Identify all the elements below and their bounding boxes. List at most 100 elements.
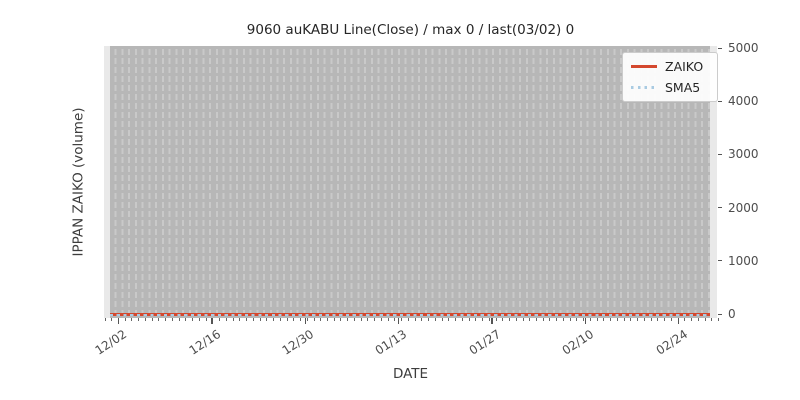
x-minor-tick-mark bbox=[603, 318, 605, 321]
x-minor-tick-mark bbox=[583, 318, 585, 321]
x-minor-tick-mark bbox=[286, 318, 288, 321]
legend-item-sma5: SMA5 bbox=[631, 80, 709, 95]
x-minor-tick-mark bbox=[144, 318, 146, 321]
x-minor-tick-mark bbox=[293, 318, 295, 321]
x-major-tick-mark bbox=[491, 318, 493, 324]
x-minor-tick-mark bbox=[542, 318, 544, 321]
x-minor-tick-mark bbox=[313, 318, 315, 321]
x-minor-tick-mark bbox=[718, 318, 720, 321]
x-minor-tick-mark bbox=[232, 318, 234, 321]
x-minor-tick-mark bbox=[697, 318, 699, 321]
x-minor-tick-mark bbox=[353, 318, 355, 321]
x-major-tick-mark bbox=[211, 318, 213, 324]
x-minor-tick-mark bbox=[502, 318, 504, 321]
legend-label: SMA5 bbox=[665, 79, 701, 95]
x-minor-tick-mark bbox=[320, 318, 322, 321]
x-minor-tick-mark bbox=[266, 318, 268, 321]
x-minor-tick-mark bbox=[630, 318, 632, 321]
x-minor-tick-mark bbox=[610, 318, 612, 321]
x-minor-tick-mark bbox=[664, 318, 666, 321]
x-minor-tick-mark bbox=[185, 318, 187, 321]
x-minor-tick-mark bbox=[380, 318, 382, 321]
y-axis-label: IPPAN ZAIKO (volume) bbox=[71, 107, 88, 257]
y-tick-label: 4000 bbox=[728, 94, 759, 109]
x-minor-tick-mark bbox=[488, 318, 490, 321]
x-major-tick-mark bbox=[584, 318, 586, 324]
x-minor-tick-mark bbox=[468, 318, 470, 321]
x-minor-tick-mark bbox=[495, 318, 497, 321]
x-minor-tick-mark bbox=[643, 318, 645, 321]
x-minor-tick-mark bbox=[273, 318, 275, 321]
x-tick-label: 02/10 bbox=[559, 327, 597, 358]
x-tick-label: 12/30 bbox=[279, 327, 317, 358]
x-minor-tick-mark bbox=[394, 318, 396, 321]
x-minor-tick-mark bbox=[165, 318, 167, 321]
x-minor-tick-mark bbox=[360, 318, 362, 321]
x-minor-tick-mark bbox=[569, 318, 571, 321]
x-minor-tick-mark bbox=[414, 318, 416, 321]
x-minor-tick-mark bbox=[374, 318, 376, 321]
x-minor-tick-mark bbox=[677, 318, 679, 321]
x-tick-label: 02/24 bbox=[653, 327, 690, 358]
plot-area: 12/02 12/16 12/30 01/13 01/27 02/10 02/24 0 100… bbox=[93, 42, 759, 358]
x-minor-tick-mark bbox=[340, 318, 342, 321]
x-minor-tick-mark bbox=[158, 318, 160, 321]
chart-title: 9060 auKABU Line(Close) / max 0 / last(0… bbox=[246, 22, 575, 38]
x-minor-tick-mark bbox=[691, 318, 693, 321]
x-minor-tick-mark bbox=[684, 318, 686, 321]
x-major-tick-mark bbox=[118, 318, 120, 324]
x-minor-tick-mark bbox=[306, 318, 308, 321]
x-minor-tick-mark bbox=[704, 318, 706, 321]
x-minor-tick-mark bbox=[455, 318, 457, 321]
x-minor-tick-mark bbox=[205, 318, 207, 321]
legend-box: ZAIKO SMA5 bbox=[622, 52, 718, 102]
x-minor-tick-mark bbox=[529, 318, 531, 321]
x-minor-tick-mark bbox=[407, 318, 409, 321]
x-minor-tick-mark bbox=[259, 318, 261, 321]
x-minor-tick-mark bbox=[326, 318, 328, 321]
x-minor-tick-mark bbox=[104, 318, 106, 321]
x-minor-tick-mark bbox=[171, 318, 173, 321]
solid-line-swatch-icon bbox=[631, 65, 657, 68]
x-tick-label: 12/16 bbox=[186, 327, 223, 358]
x-minor-tick-mark bbox=[616, 318, 618, 321]
x-minor-tick-mark bbox=[448, 318, 450, 321]
y-tick-mark bbox=[718, 207, 722, 209]
x-minor-tick-mark bbox=[434, 318, 436, 321]
y-tick-mark bbox=[718, 313, 722, 315]
x-minor-tick-mark bbox=[239, 318, 241, 321]
x-minor-tick-mark bbox=[650, 318, 652, 321]
x-minor-tick-mark bbox=[596, 318, 598, 321]
x-minor-tick-mark bbox=[637, 318, 639, 321]
x-minor-tick-mark bbox=[219, 318, 221, 321]
dotted-line-swatch-icon bbox=[631, 86, 657, 89]
x-minor-tick-mark bbox=[562, 318, 564, 321]
x-minor-tick-mark bbox=[556, 318, 558, 321]
x-minor-tick-mark bbox=[623, 318, 625, 321]
x-minor-tick-mark bbox=[522, 318, 524, 321]
legend-item-zaiko: ZAIKO bbox=[631, 59, 709, 74]
x-major-tick-mark bbox=[398, 318, 400, 324]
y-tick-mark bbox=[718, 153, 722, 156]
x-minor-tick-mark bbox=[111, 318, 113, 321]
x-tick-label: 01/27 bbox=[466, 327, 504, 358]
x-minor-tick-mark bbox=[711, 318, 713, 321]
x-minor-tick-mark bbox=[387, 318, 389, 321]
x-major-tick-mark bbox=[678, 318, 680, 324]
x-minor-tick-mark bbox=[428, 318, 430, 321]
x-minor-tick-mark bbox=[367, 318, 369, 321]
x-minor-tick-mark bbox=[441, 318, 443, 321]
x-minor-tick-mark bbox=[509, 318, 511, 321]
x-minor-tick-mark bbox=[515, 318, 517, 321]
x-minor-tick-mark bbox=[131, 318, 133, 321]
x-minor-tick-mark bbox=[178, 318, 180, 321]
x-axis-label: DATE bbox=[392, 366, 429, 382]
y-tick-label: 2000 bbox=[728, 200, 759, 215]
y-tick-mark bbox=[718, 47, 722, 49]
x-minor-tick-mark bbox=[475, 318, 477, 321]
y-tick-mark bbox=[718, 260, 722, 262]
x-minor-tick-mark bbox=[576, 318, 578, 321]
y-tick-label: 1000 bbox=[728, 253, 759, 268]
x-minor-tick-mark bbox=[535, 318, 537, 321]
x-minor-tick-mark bbox=[225, 318, 227, 321]
